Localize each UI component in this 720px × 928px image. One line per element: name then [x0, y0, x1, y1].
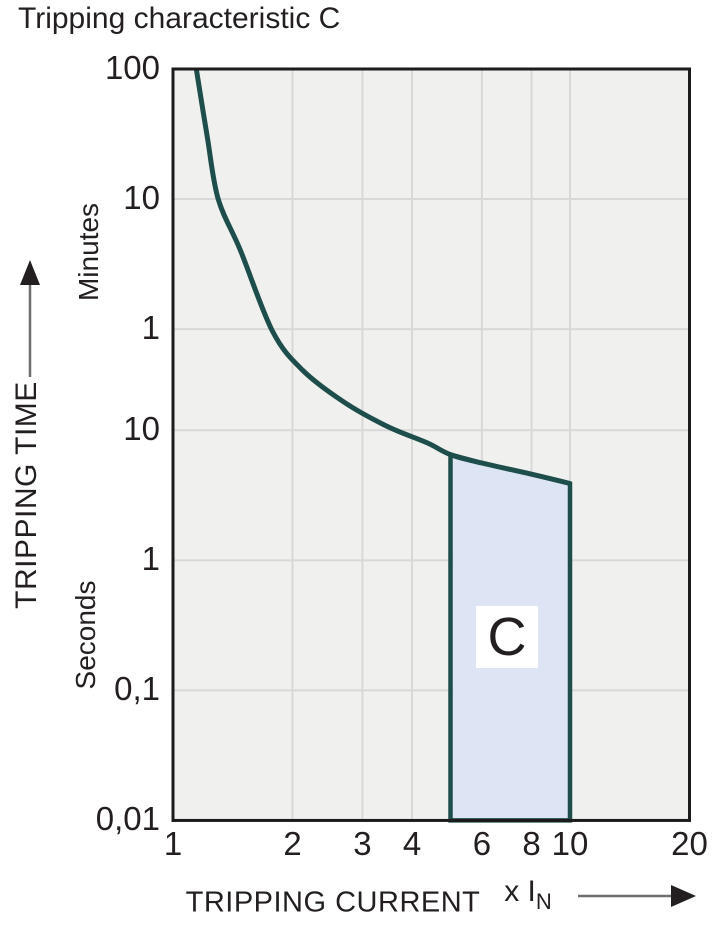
x-multiplier-subscript: N: [535, 889, 552, 914]
x-multiplier-text: x I: [504, 875, 536, 908]
x-axis-tick: 20: [671, 825, 708, 862]
y-axis-tick: 1: [141, 309, 160, 347]
y-axis-tick: 100: [104, 49, 160, 86]
y-axis-tick: 10: [123, 410, 160, 448]
x-axis-tick: 8: [522, 825, 541, 862]
y-axis-tick: 0,1: [114, 670, 160, 708]
y-axis-title: TRIPPING TIME: [10, 381, 43, 609]
region-c-label: C: [487, 607, 527, 667]
y-axis-tick: 1: [141, 540, 160, 578]
y-axis-unit-seconds: Seconds: [70, 580, 101, 690]
y-axis-unit-minutes: Minutes: [73, 202, 104, 302]
x-axis-tick: 4: [402, 825, 422, 862]
up-arrow-icon: [20, 260, 40, 285]
plot-border: [171, 67, 692, 822]
x-axis-tick: 3: [353, 825, 372, 862]
x-axis-title: TRIPPING CURRENT: [185, 886, 481, 919]
x-axis-tick: 10: [551, 825, 589, 862]
x-axis-tick: 1: [163, 825, 183, 862]
x-axis-tick: 6: [472, 825, 492, 862]
y-axis-tick: 10: [123, 179, 160, 217]
region-c-label-box: C: [476, 606, 538, 668]
y-axis-tick: 0,01: [95, 800, 160, 838]
x-axis-tick: 2: [283, 825, 302, 862]
chart-title: Tripping characteristic C: [18, 2, 341, 35]
x-multiplier-label: x IN: [504, 875, 552, 915]
tripping-curve: [193, 68, 571, 486]
right-arrow-icon: [671, 885, 696, 907]
